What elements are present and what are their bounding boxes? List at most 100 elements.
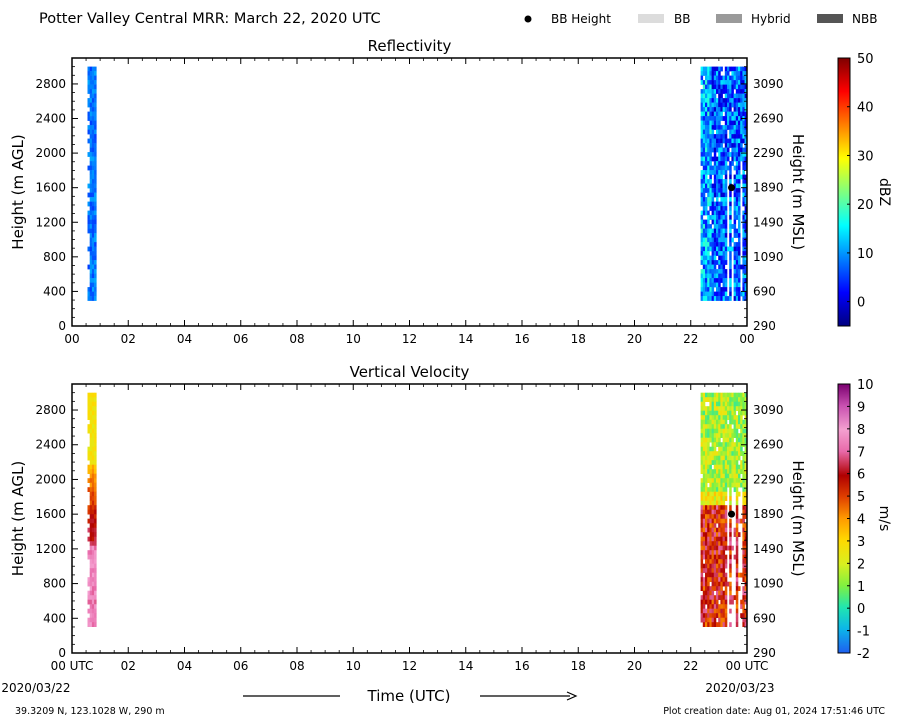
- data-cell: [733, 93, 737, 99]
- data-cell: [94, 608, 97, 614]
- data-cell: [729, 581, 732, 587]
- data-cell: [707, 75, 710, 81]
- data-cell: [89, 617, 93, 623]
- data-cell: [735, 102, 739, 108]
- data-cell: [738, 282, 741, 288]
- data-cell: [702, 550, 706, 555]
- data-cell: [744, 482, 748, 488]
- data-cell: [718, 397, 721, 402]
- data-cell: [707, 541, 710, 546]
- data-cell: [731, 152, 734, 157]
- data-cell: [718, 433, 721, 438]
- data-cell: [722, 282, 726, 288]
- data-cell: [707, 392, 710, 398]
- data-cell: [89, 559, 93, 564]
- data-cell: [729, 251, 732, 256]
- data-cell: [702, 269, 706, 274]
- data-cell: [716, 590, 719, 596]
- data-cell: [711, 406, 715, 411]
- data-cell: [744, 532, 748, 537]
- data-cell: [716, 251, 719, 256]
- data-cell: [731, 75, 734, 81]
- data-cell: [724, 296, 728, 301]
- data-cell: [738, 251, 741, 256]
- data-cell: [724, 622, 728, 627]
- data-cell: [716, 197, 719, 202]
- data-cell: [720, 111, 723, 117]
- data-cell: [735, 125, 739, 130]
- data-cell: [720, 165, 723, 171]
- data-cell: [94, 478, 97, 483]
- data-cell: [722, 482, 726, 488]
- data-cell: [731, 401, 734, 407]
- data-cell: [720, 469, 723, 474]
- y-tick-label: 800: [43, 250, 66, 264]
- data-cell: [733, 532, 737, 537]
- data-cell: [742, 174, 745, 180]
- data-cell: [722, 152, 726, 157]
- data-cell: [744, 251, 748, 256]
- data-cell: [705, 622, 708, 627]
- data-cell: [716, 581, 719, 587]
- data-cell: [94, 260, 97, 265]
- data-cell: [91, 397, 95, 402]
- data-cell: [705, 617, 708, 623]
- data-cell: [700, 93, 704, 99]
- data-cell: [718, 188, 721, 193]
- data-cell: [729, 260, 732, 265]
- data-cell: [722, 98, 726, 103]
- data-cell: [720, 152, 723, 157]
- data-cell: [87, 415, 90, 420]
- data-cell: [718, 152, 721, 157]
- data-cell: [744, 174, 748, 180]
- data-cell: [705, 206, 708, 211]
- data-cell: [718, 415, 721, 420]
- data-cell: [707, 71, 710, 76]
- x-tick-label: 04: [177, 332, 192, 346]
- data-cell: [713, 424, 717, 429]
- data-cell: [724, 424, 728, 429]
- data-cell: [720, 581, 723, 587]
- data-cell: [735, 264, 739, 270]
- data-cell: [700, 424, 704, 429]
- data-cell: [91, 572, 95, 578]
- data-cell: [735, 80, 739, 85]
- data-cell: [729, 410, 732, 416]
- data-cell: [731, 156, 734, 162]
- data-cell: [731, 545, 734, 551]
- data-cell: [89, 424, 93, 429]
- data-cell: [744, 410, 748, 416]
- data-cell: [735, 170, 739, 175]
- data-cell: [742, 451, 745, 456]
- data-cell: [91, 518, 95, 524]
- data-cell: [716, 192, 719, 198]
- data-cell: [738, 473, 741, 479]
- data-cell: [716, 433, 719, 438]
- data-cell: [700, 215, 704, 220]
- data-cell: [720, 559, 723, 564]
- data-cell: [711, 496, 715, 501]
- data-cell: [718, 174, 721, 180]
- data-cell: [707, 224, 710, 229]
- data-cell: [707, 120, 710, 126]
- data-cell: [702, 442, 706, 447]
- data-cell: [735, 586, 739, 591]
- data-cell: [707, 617, 710, 623]
- data-cell: [720, 237, 723, 243]
- data-cell: [91, 120, 95, 126]
- data-cell: [91, 590, 95, 596]
- data-cell: [722, 572, 726, 578]
- y-tick-label: 400: [43, 611, 66, 625]
- data-cell: [94, 147, 97, 153]
- data-cell: [740, 478, 743, 483]
- data-cell: [718, 491, 721, 497]
- data-cell: [702, 622, 706, 627]
- data-cell: [711, 296, 715, 301]
- data-cell: [707, 595, 710, 600]
- data-cell: [91, 170, 95, 175]
- data-cell: [744, 608, 748, 614]
- data-cell: [735, 464, 739, 470]
- colorbar-label: m/s: [876, 506, 892, 532]
- data-cell: [722, 541, 726, 546]
